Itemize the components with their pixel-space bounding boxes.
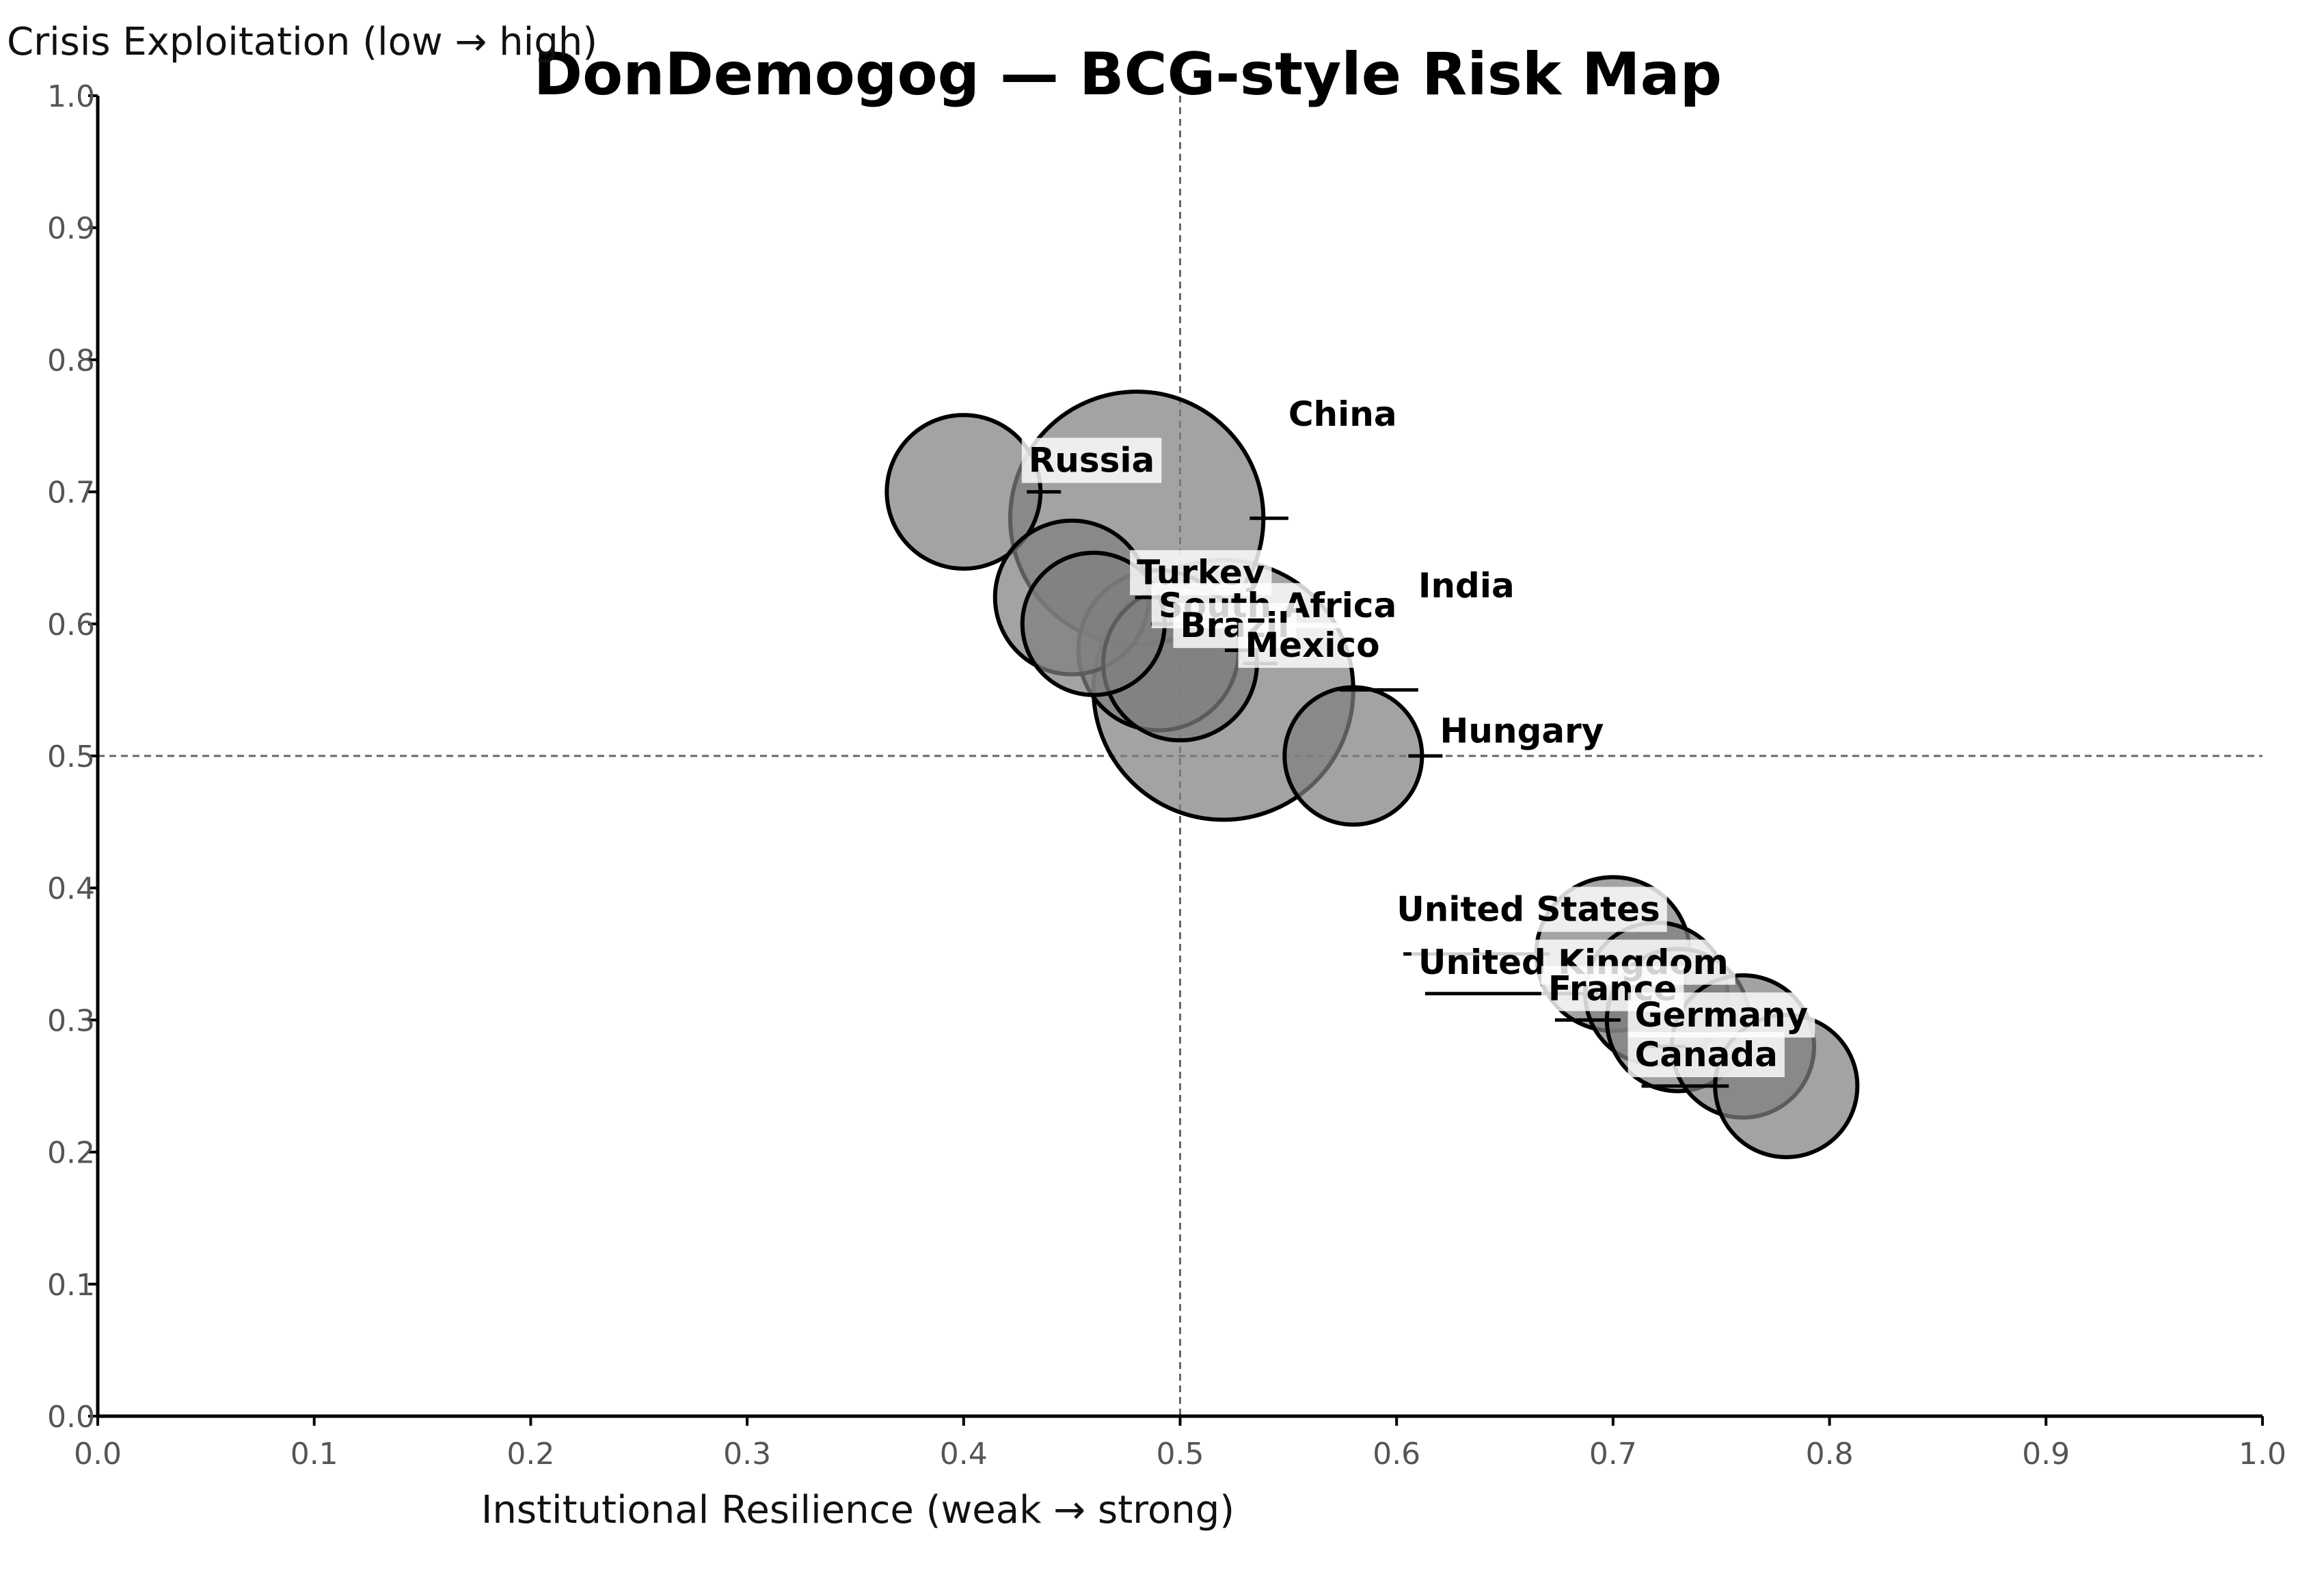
x-tick-label: 0.4	[940, 1437, 988, 1472]
point-label-hungary: Hungary	[1433, 708, 1611, 754]
point-label-background	[1627, 1032, 1785, 1078]
y-tick-label: 0.5	[47, 740, 95, 774]
x-tick-label: 0.3	[723, 1437, 771, 1472]
point-label-text: China	[1288, 394, 1397, 434]
point-label-india: India	[1411, 563, 1522, 609]
x-tick-label: 0.8	[1806, 1437, 1854, 1472]
axis-ticks: 0.0 0.1 0.2 0.3 0.4 0.5 0.6 0.7 0.8 0.9 1.0 0.0 0.1 0…	[47, 79, 2286, 1472]
point-label-text: Hungary	[1440, 712, 1604, 751]
point-label-background	[1433, 708, 1611, 754]
point-label-background	[1238, 623, 1387, 668]
y-tick-label: 0.3	[47, 1003, 95, 1038]
x-tick-label: 0.9	[2022, 1437, 2070, 1472]
point-label-germany: Germany	[1627, 992, 1815, 1038]
point-label-text: Canada	[1635, 1035, 1778, 1074]
chart-title: DonDemogog — BCG-style Risk Map	[534, 40, 1722, 109]
y-axis-label: Crisis Exploitation (low → high)	[7, 20, 597, 64]
y-tick-label: 0.2	[47, 1136, 95, 1171]
y-tick-label: 0.7	[47, 476, 95, 511]
x-tick-label: 0.0	[74, 1437, 122, 1472]
point-label-background	[1281, 392, 1404, 437]
point-label-text: United States	[1396, 890, 1660, 930]
point-label-united-states: United States	[1390, 886, 1667, 932]
point-label-mexico: Mexico	[1238, 623, 1387, 668]
x-tick-label: 0.2	[506, 1437, 554, 1472]
point-label-text: India	[1418, 566, 1515, 606]
point-label-background	[1021, 437, 1162, 483]
point-label-background	[1411, 563, 1522, 609]
point-label-background	[1390, 886, 1667, 932]
x-axis-label: Institutional Resilience (weak → strong)	[481, 1488, 1234, 1532]
y-tick-label: 0.9	[47, 211, 95, 246]
y-tick-label: 0.1	[47, 1268, 95, 1303]
y-tick-label: 0.4	[47, 871, 95, 906]
point-label-text: Mexico	[1245, 625, 1380, 665]
point-label-text: Germany	[1635, 995, 1809, 1035]
bubble-hungary	[1282, 685, 1424, 827]
point-label-france: France	[1541, 966, 1684, 1012]
point-label-canada: Canada	[1627, 1032, 1785, 1078]
y-tick-label: 0.6	[47, 608, 95, 642]
x-tick-label: 1.0	[2239, 1437, 2286, 1472]
y-tick-label: 1.0	[47, 79, 95, 114]
point-label-text: Russia	[1029, 441, 1155, 480]
x-tick-label: 0.6	[1373, 1437, 1420, 1472]
point-label-russia: Russia	[1021, 437, 1162, 483]
point-label-china: China	[1281, 392, 1404, 437]
x-tick-label: 0.7	[1589, 1437, 1637, 1472]
y-tick-label: 0.8	[47, 343, 95, 378]
x-tick-label: 0.5	[1157, 1437, 1204, 1472]
y-tick-label: 0.0	[47, 1400, 95, 1435]
x-tick-label: 0.1	[290, 1437, 338, 1472]
point-label-background	[1627, 992, 1815, 1038]
